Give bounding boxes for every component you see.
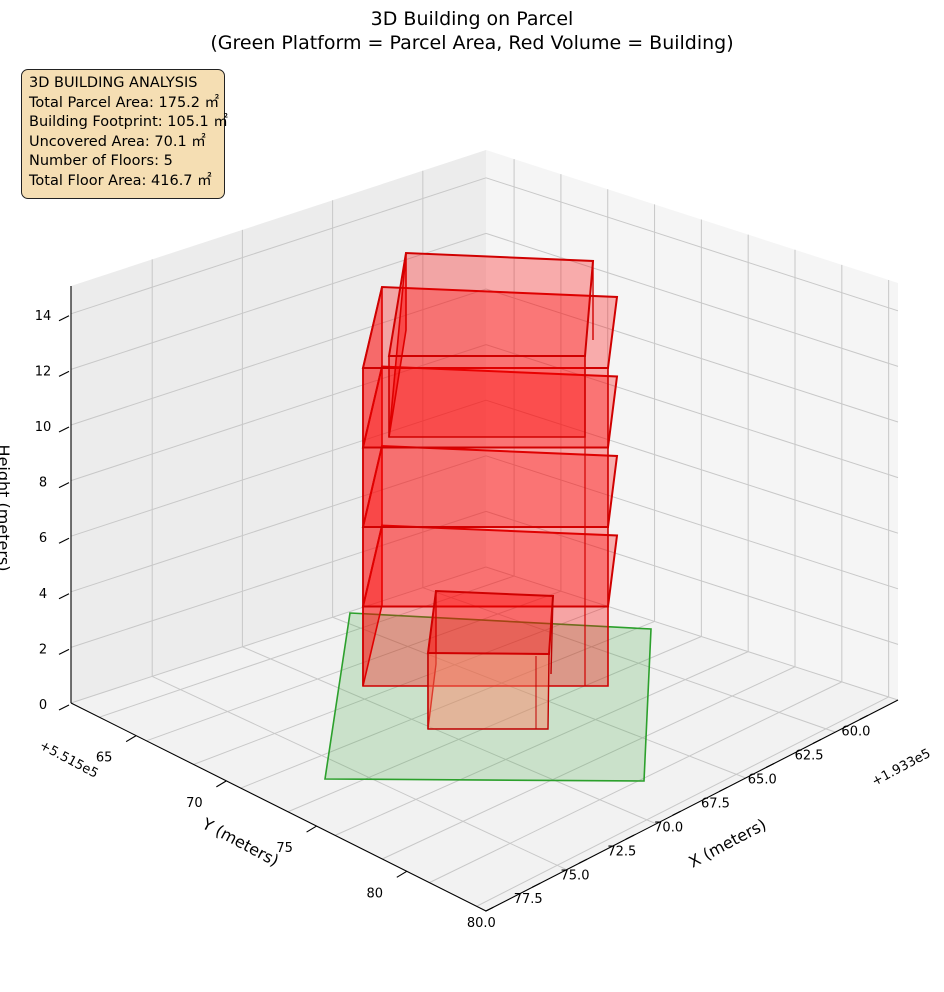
grid-line-z — [70, 566, 487, 704]
grid-line-x — [146, 590, 562, 742]
z-tick-label: 6 — [39, 531, 47, 546]
y-axis-line — [70, 702, 487, 912]
grid-line-x — [476, 696, 889, 907]
z-tick-mark — [58, 426, 70, 433]
z-tick-mark — [58, 370, 70, 377]
z-tick-mark — [58, 648, 70, 655]
annex-edge — [550, 595, 554, 675]
grid-line-z — [485, 455, 899, 590]
x-tick-label: 80.0 — [467, 916, 496, 931]
grid-line-z — [70, 288, 487, 426]
y-offset-label: +5.515e5 — [37, 738, 101, 781]
grid-line-y — [422, 587, 836, 733]
x-axis-label: X (meters) — [685, 815, 769, 872]
z-tick-mark — [58, 704, 70, 711]
annex-top — [426, 589, 555, 656]
chart-title-line-1: 3D Building on Parcel — [371, 8, 574, 30]
z-tick-label: 2 — [39, 642, 47, 657]
x-tick-mark — [578, 858, 588, 864]
grid-line-z — [485, 177, 899, 312]
z-tick-label: 12 — [35, 364, 52, 379]
x-tick-mark — [672, 810, 681, 816]
x-tick-mark — [531, 882, 541, 888]
axis-lines — [58, 286, 899, 912]
floor-pane — [71, 567, 898, 911]
z-tick-label: 0 — [39, 698, 47, 713]
x-tick-mark — [719, 786, 728, 792]
y-axis-label: Y (meters) — [198, 814, 282, 871]
building-floor-top — [361, 285, 619, 369]
top-floor-side — [388, 252, 407, 438]
x-tick-mark — [812, 738, 822, 744]
z-tick-label: 4 — [39, 587, 47, 602]
z-tick-mark — [58, 482, 70, 489]
top-floor-top — [387, 251, 595, 357]
y-tick-mark — [216, 780, 227, 788]
x-tick-label: 72.5 — [607, 844, 636, 859]
x-tick-mark — [485, 906, 494, 912]
grid-line-y — [242, 646, 657, 825]
z-tick-mark — [58, 315, 70, 322]
grid-line-x — [334, 651, 749, 836]
z-tick-label: 8 — [39, 476, 47, 491]
y-tick-mark — [125, 735, 137, 743]
info-building-footprint: Building Footprint: 105.1 ㎡ — [29, 114, 228, 131]
x-tick-label: 70.0 — [654, 820, 683, 835]
grid-line-z — [485, 344, 899, 479]
x-tick-label: 65.0 — [748, 772, 777, 787]
x-tick-mark — [625, 834, 635, 840]
z-axis-label: Height (meters) — [0, 445, 13, 572]
y-tick-mark — [396, 870, 408, 878]
x-tick-mark — [859, 714, 869, 720]
annex-front — [427, 652, 550, 730]
y-tick-label: 75 — [276, 841, 293, 856]
grid-line-z — [485, 399, 899, 534]
grid-line-z — [485, 566, 899, 701]
grid-line-z — [70, 399, 487, 537]
info-total-floor-area: Total Floor Area: 416.7 ㎡ — [29, 172, 212, 189]
grid-line-z — [70, 177, 487, 315]
grid-line-z — [485, 288, 899, 423]
z-tick-label: 14 — [35, 309, 52, 324]
y-tick-label: 70 — [186, 796, 203, 811]
grid-lines — [70, 159, 899, 907]
x-tick-mark — [766, 762, 775, 768]
grid-line-x — [287, 636, 702, 813]
y-tick-label: 80 — [367, 886, 384, 901]
grid-line-y — [332, 616, 746, 779]
y-tick-mark — [306, 825, 317, 833]
top-floor-front — [388, 355, 586, 438]
building-analysis-box: 3D BUILDING ANALYSIS Total Parcel Area: … — [21, 69, 228, 199]
building-floor-front — [362, 446, 609, 528]
x-tick-label: 62.5 — [795, 748, 824, 763]
x-tick-label: 77.5 — [514, 892, 543, 907]
grid-line-x — [429, 681, 843, 884]
x-tick-label: 75.0 — [561, 868, 590, 883]
grid-line-z — [70, 510, 487, 648]
info-uncovered-area: Uncovered Area: 70.1 ㎡ — [29, 133, 206, 150]
building-layer — [361, 251, 619, 730]
chart-title-line-2: (Green Platform = Parcel Area, Red Volum… — [210, 32, 733, 54]
info-parcel-area: Total Parcel Area: 175.2 ㎡ — [29, 94, 220, 111]
grid-line-y — [151, 675, 567, 871]
grid-line-z — [485, 232, 899, 367]
z-tick-label: 10 — [35, 420, 52, 435]
grid-line-x — [99, 575, 515, 718]
z-tick-mark — [58, 593, 70, 600]
x-tick-label: 60.0 — [841, 724, 870, 739]
grid-line-z — [70, 232, 487, 370]
x-axis-line — [485, 699, 899, 912]
y-tick-label: 65 — [96, 751, 113, 766]
x-tick-label: 67.5 — [701, 796, 730, 811]
grid-line-z — [70, 455, 487, 593]
info-floor-count: Number of Floors: 5 — [29, 153, 173, 170]
x-offset-label: +1.933e5 — [869, 746, 933, 789]
info-title: 3D BUILDING ANALYSIS — [29, 75, 198, 91]
z-tick-mark — [58, 537, 70, 544]
grid-line-x — [382, 666, 796, 860]
